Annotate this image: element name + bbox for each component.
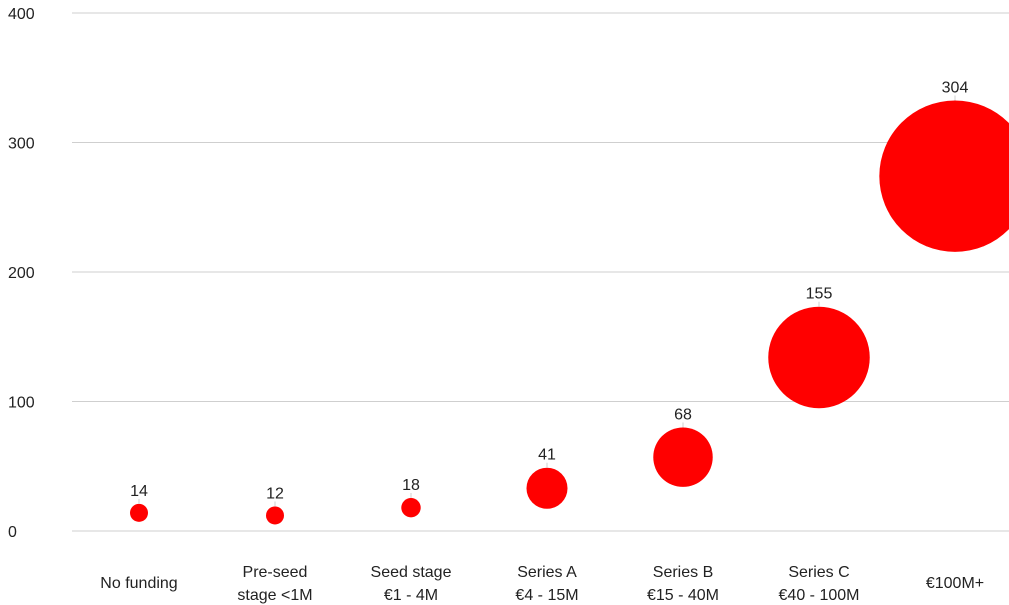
data-label-1: 12: [266, 485, 284, 502]
x-category-label-line: €15 - 40M: [647, 587, 719, 604]
x-category-label-line: €1 - 4M: [384, 587, 438, 604]
y-tick-label-400: 400: [8, 6, 35, 23]
bubble-1: [266, 506, 284, 525]
x-category-label-1: Pre-seed stage <1M: [237, 564, 312, 604]
bubble-6: [879, 100, 1009, 252]
x-category-label-6: €100M+: [926, 575, 984, 592]
bubble-4: [653, 427, 713, 487]
x-category-label-4: Series B €15 - 40M: [647, 564, 719, 604]
x-category-label-line: Series A: [517, 564, 577, 581]
y-tick-label-300: 300: [8, 136, 35, 153]
x-category-label-line: stage <1M: [237, 587, 312, 604]
bubble-0: [130, 503, 148, 522]
bubble-layer: [130, 100, 1009, 525]
bubble-2: [401, 497, 421, 518]
data-label-5: 155: [806, 286, 833, 303]
x-axis-category-labels: No funding Pre-seed stage <1M Seed stage €1 …: [100, 564, 984, 604]
x-category-label-line: Series C: [788, 564, 849, 581]
data-label-6: 304: [942, 79, 969, 96]
x-category-label-2: Seed stage €1 - 4M: [371, 564, 452, 604]
x-category-label-line: Pre-seed: [243, 564, 308, 581]
y-tick-label-0: 0: [8, 524, 17, 541]
x-category-label-line: Series B: [653, 564, 713, 581]
x-category-label-0: No funding: [100, 575, 177, 592]
x-category-label-line: €40 - 100M: [779, 587, 860, 604]
data-label-2: 18: [402, 477, 420, 494]
data-label-3: 41: [538, 447, 556, 464]
data-label-0: 14: [130, 483, 148, 500]
x-category-label-line: €100M+: [926, 575, 984, 592]
x-category-label-line: Seed stage: [371, 564, 452, 581]
y-tick-label-100: 100: [8, 395, 35, 412]
data-label-4: 68: [674, 406, 692, 423]
x-category-label-3: Series A €4 - 15M: [515, 564, 578, 604]
bubble-3: [526, 467, 568, 509]
bubble-5: [768, 306, 870, 409]
data-label-layer: 14 12 18 41 68 155 304: [130, 79, 969, 507]
x-category-label-line: €4 - 15M: [515, 587, 578, 604]
x-category-label-5: Series C €40 - 100M: [779, 564, 860, 604]
y-tick-label-200: 200: [8, 265, 35, 282]
x-category-label-line: No funding: [100, 575, 177, 592]
grid-layer: [72, 12, 1009, 532]
y-axis-tick-labels: 0 100 200 300 400: [8, 6, 35, 541]
